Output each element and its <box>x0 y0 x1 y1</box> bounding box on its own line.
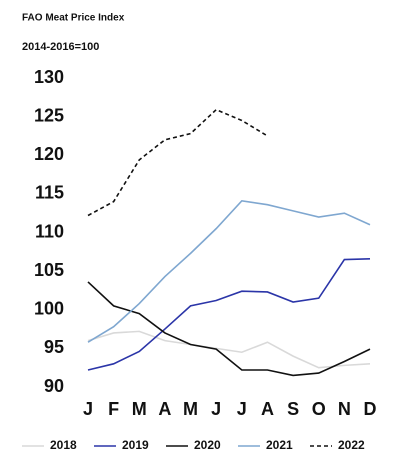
x-tick-label: M <box>132 399 147 419</box>
y-tick-label: 90 <box>44 376 64 396</box>
x-tick-label: A <box>261 399 274 419</box>
x-tick-label: A <box>158 399 171 419</box>
x-tick-label: N <box>338 399 351 419</box>
y-tick-label: 120 <box>34 144 64 164</box>
legend-label: 2021 <box>266 438 293 452</box>
series-line <box>87 281 371 377</box>
x-tick-label: F <box>108 399 119 419</box>
series-line <box>87 199 371 343</box>
y-tick-label: 130 <box>34 67 64 87</box>
legend-label: 2022 <box>338 438 365 452</box>
x-tick-label: D <box>364 399 377 419</box>
y-tick-label: 100 <box>34 299 64 319</box>
x-tick-label: S <box>287 399 299 419</box>
x-tick-label: O <box>312 399 326 419</box>
chart-title: FAO Meat Price Index <box>22 13 125 24</box>
series-line <box>87 108 268 217</box>
legend-label: 2018 <box>50 438 77 452</box>
x-tick-label: J <box>237 399 247 419</box>
x-tick-label: J <box>83 399 93 419</box>
series-line <box>87 330 371 369</box>
legend-label: 2020 <box>194 438 221 452</box>
y-tick-label: 105 <box>34 260 64 280</box>
chart-subtitle: 2014-2016=100 <box>22 41 99 53</box>
legend-label: 2019 <box>122 438 149 452</box>
y-tick-label: 95 <box>44 337 64 357</box>
series-line <box>87 257 371 371</box>
x-tick-label: J <box>211 399 221 419</box>
y-tick-label: 125 <box>34 105 64 125</box>
y-tick-label: 115 <box>35 183 64 203</box>
x-tick-label: M <box>183 399 198 419</box>
y-tick-label: 110 <box>35 221 64 241</box>
